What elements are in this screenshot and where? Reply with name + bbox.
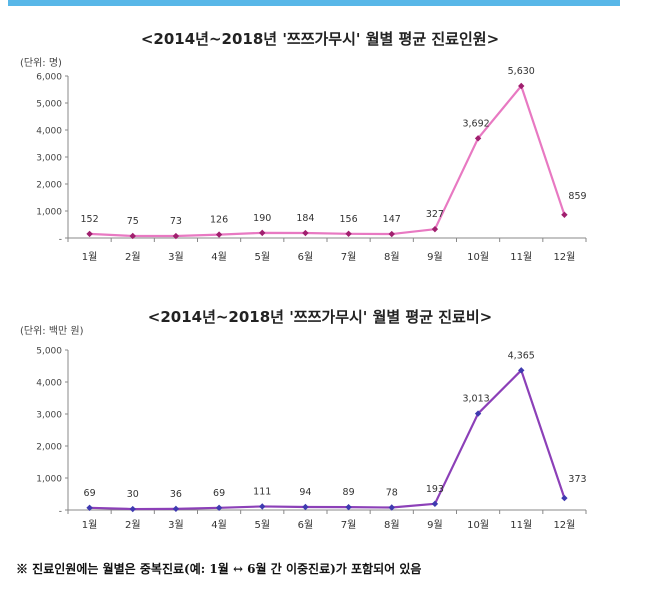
data-label: 4,365: [508, 350, 535, 361]
data-point: [518, 367, 525, 374]
data-label: 5,630: [508, 66, 535, 77]
x-tick-label: 9월: [427, 519, 443, 531]
data-point: [302, 229, 309, 237]
data-point: [86, 504, 93, 511]
data-point: [172, 232, 180, 240]
chart-cost: <2014년~2018년 '쯔쯔가무시' 월별 평균 진료비> (단위: 백만 …: [20, 306, 620, 532]
x-tick-label: 7월: [341, 519, 357, 531]
x-tick-label: 6월: [298, 251, 314, 263]
data-label: 69: [213, 488, 225, 499]
y-tick-label: -: [59, 235, 62, 245]
x-tick-label: 12월: [553, 251, 575, 263]
data-label: 75: [127, 216, 139, 227]
data-label: 184: [296, 213, 314, 224]
data-point: [129, 505, 136, 513]
data-label: 73: [170, 216, 182, 227]
data-point: [345, 503, 352, 511]
x-tick-label: 1월: [82, 519, 98, 531]
data-point: [388, 230, 395, 238]
data-label: 327: [426, 209, 444, 220]
data-label: 373: [568, 474, 586, 485]
data-label: 859: [568, 191, 586, 202]
y-tick-label: 2,000: [36, 181, 62, 191]
data-point: [172, 505, 180, 513]
chart-title: <2014년~2018년 '쯔쯔가무시' 월별 평균 진료인원>: [140, 30, 500, 48]
y-tick-label: 4,000: [36, 379, 62, 389]
chart-plot-area: - 1,000 2,000 3,000 4,000 5,000 1월 2월 3월 4월 5월 6월 7월…: [36, 347, 586, 532]
y-tick-label: 1,000: [36, 208, 62, 218]
data-label: 147: [383, 214, 401, 225]
y-tick-label: 3,000: [36, 154, 62, 164]
data-point: [431, 500, 439, 508]
x-tick-label: 10월: [467, 519, 489, 531]
x-tick-label: 5월: [254, 519, 270, 531]
x-tick-label: 12월: [553, 519, 575, 531]
data-point: [86, 230, 93, 238]
chart-plot-area: - 1,000 2,000 3,000 4,000 5,000 6,000 1월 2월 3월 4월 5…: [36, 66, 586, 263]
x-tick-label: 4월: [211, 519, 227, 531]
series-line: [89, 369, 566, 511]
data-point: [474, 135, 482, 142]
data-point: [259, 229, 266, 237]
x-tick-label: 8월: [384, 519, 400, 531]
x-tick-label: 3월: [168, 519, 184, 531]
chart-title: <2014년~2018년 '쯔쯔가무시' 월별 평균 진료비>: [147, 308, 493, 326]
y-tick-label: 6,000: [36, 73, 62, 83]
x-tick-label: 2월: [125, 519, 141, 531]
x-tick-label: 1월: [82, 251, 98, 263]
data-label: 36: [170, 489, 182, 500]
y-tick-label: 5,000: [36, 100, 62, 110]
series-line: [89, 84, 566, 238]
x-tick-label: 9월: [427, 251, 443, 263]
data-label: 3,692: [462, 118, 489, 129]
unit-label: (단위: 명): [20, 58, 62, 69]
y-tick-label: 5,000: [36, 347, 62, 357]
x-tick-label: 2월: [125, 251, 141, 263]
data-point: [474, 410, 482, 417]
y-tick-label: -: [59, 507, 62, 517]
data-point: [431, 225, 439, 233]
data-label: 3,013: [462, 394, 489, 405]
y-tick-label: 2,000: [36, 443, 62, 453]
data-point: [345, 230, 352, 237]
data-point: [215, 231, 223, 238]
x-tick-label: 6월: [298, 519, 314, 531]
y-tick-label: 4,000: [36, 127, 62, 137]
footnote: ※ 진료인원에는 월별은 중복진료(예: 1월 ↔ 6월 간 이중진료)가 포함…: [16, 562, 422, 576]
data-point: [561, 211, 568, 219]
data-label: 126: [210, 215, 228, 226]
x-tick-label: 8월: [384, 251, 400, 263]
y-tick-label: 1,000: [36, 475, 62, 485]
top-accent-bar: [8, 0, 620, 6]
unit-label: (단위: 백만 원): [20, 326, 84, 337]
data-label: 78: [386, 488, 398, 499]
x-tick-label: 11월: [510, 519, 532, 531]
data-label: 156: [340, 214, 358, 225]
data-point: [302, 503, 309, 511]
data-point: [518, 82, 525, 90]
data-point: [259, 503, 266, 510]
data-label: 111: [253, 486, 271, 497]
x-tick-label: 4월: [211, 251, 227, 263]
data-label: 94: [299, 487, 311, 498]
data-label: 152: [81, 214, 99, 225]
data-label: 30: [127, 489, 139, 500]
data-point: [215, 504, 223, 511]
chart-patients: <2014년~2018년 '쯔쯔가무시' 월별 평균 진료인원> (단위: 명)…: [20, 28, 620, 276]
data-point: [561, 494, 568, 502]
x-tick-label: 5월: [254, 251, 270, 263]
data-label: 69: [84, 488, 96, 499]
data-label: 89: [343, 487, 355, 498]
x-tick-label: 10월: [467, 251, 489, 263]
x-tick-label: 11월: [510, 251, 532, 263]
x-tick-label: 7월: [341, 251, 357, 263]
data-label: 193: [426, 484, 444, 495]
x-tick-label: 3월: [168, 251, 184, 263]
data-label: 190: [253, 213, 271, 224]
y-tick-label: 3,000: [36, 411, 62, 421]
